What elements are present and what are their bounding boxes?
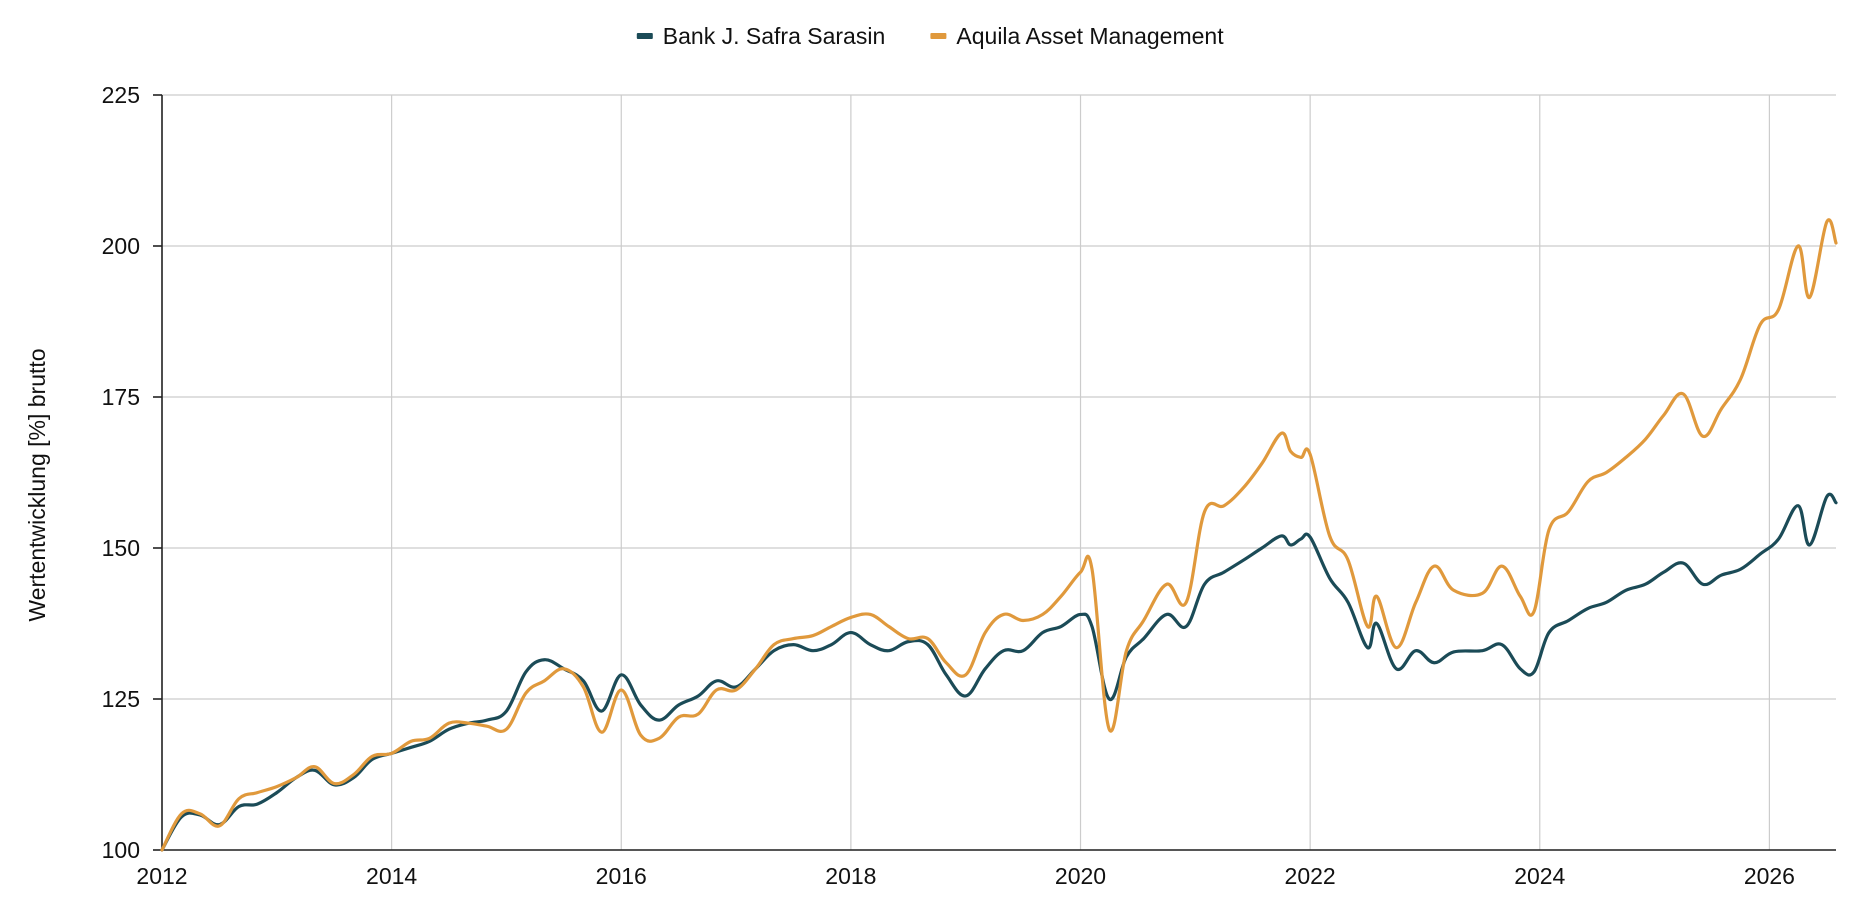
- x-tick-label: 2016: [596, 863, 647, 889]
- x-tick-label: 2024: [1514, 863, 1565, 889]
- y-axis-title: Wertentwicklung [%] brutto: [24, 348, 50, 621]
- legend-label: Aquila Asset Management: [956, 23, 1224, 49]
- axis-layer: [153, 94, 1836, 851]
- series-line-1: [160, 218, 1838, 852]
- series-layer: [160, 218, 1838, 852]
- x-tick-label: 2012: [136, 863, 187, 889]
- y-tick-label: 125: [102, 686, 140, 712]
- legend-item-0: Bank J. Safra Sarasin: [636, 23, 885, 49]
- x-tick-label: 2014: [366, 863, 417, 889]
- legend-item-1: Aquila Asset Management: [930, 23, 1224, 49]
- legend-label: Bank J. Safra Sarasin: [663, 23, 885, 49]
- y-tick-label: 200: [102, 233, 140, 259]
- y-tick-label: 150: [102, 535, 140, 561]
- label-layer: 100 125 150 175 200 225 2012 2014 2016 2018 2020 20…: [102, 82, 1795, 889]
- legend-swatch: [636, 33, 653, 39]
- y-tick-label: 100: [102, 837, 140, 863]
- x-tick-label: 2022: [1285, 863, 1336, 889]
- legend-swatch: [930, 33, 947, 39]
- y-tick-label: 225: [102, 82, 140, 108]
- x-tick-label: 2020: [1055, 863, 1106, 889]
- x-tick-label: 2026: [1744, 863, 1795, 889]
- legend: Bank J. Safra Sarasin Aquila Asset Manage…: [636, 23, 1224, 49]
- grid-layer: [162, 94, 1836, 851]
- x-tick-label: 2018: [825, 863, 876, 889]
- y-tick-label: 175: [102, 384, 140, 410]
- series-line-0: [160, 492, 1838, 852]
